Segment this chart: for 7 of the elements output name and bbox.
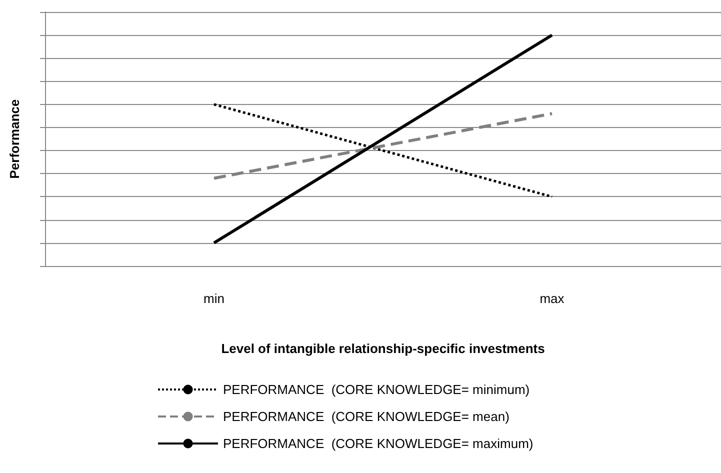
legend-label: PERFORMANCE (CORE KNOWLEDGE= mean) [223, 409, 510, 424]
legend-label: PERFORMANCE (CORE KNOWLEDGE= maximum) [223, 436, 534, 451]
legend-label: PERFORMANCE (CORE KNOWLEDGE= minimum) [223, 382, 530, 397]
x-tick-label: max [540, 291, 565, 306]
x-axis-title: Level of intangible relationship-specific investments [221, 341, 545, 356]
y-axis-title: Performance [7, 99, 22, 179]
x-tick-label: min [204, 291, 224, 306]
